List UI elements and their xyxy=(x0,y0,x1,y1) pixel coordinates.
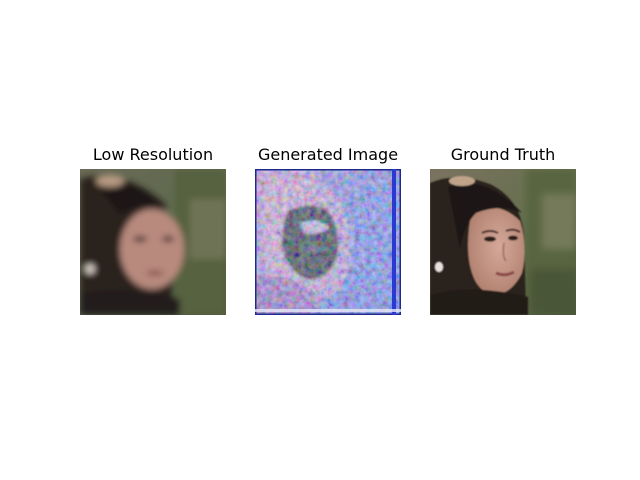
panel-title-generated-image: Generated Image xyxy=(257,145,399,164)
panel-title-low-resolution: Low Resolution xyxy=(92,145,214,164)
generated-image xyxy=(255,169,401,315)
low-resolution-image xyxy=(80,169,226,315)
ground-truth-image xyxy=(430,169,576,315)
panel-title-ground-truth: Ground Truth xyxy=(450,145,556,164)
